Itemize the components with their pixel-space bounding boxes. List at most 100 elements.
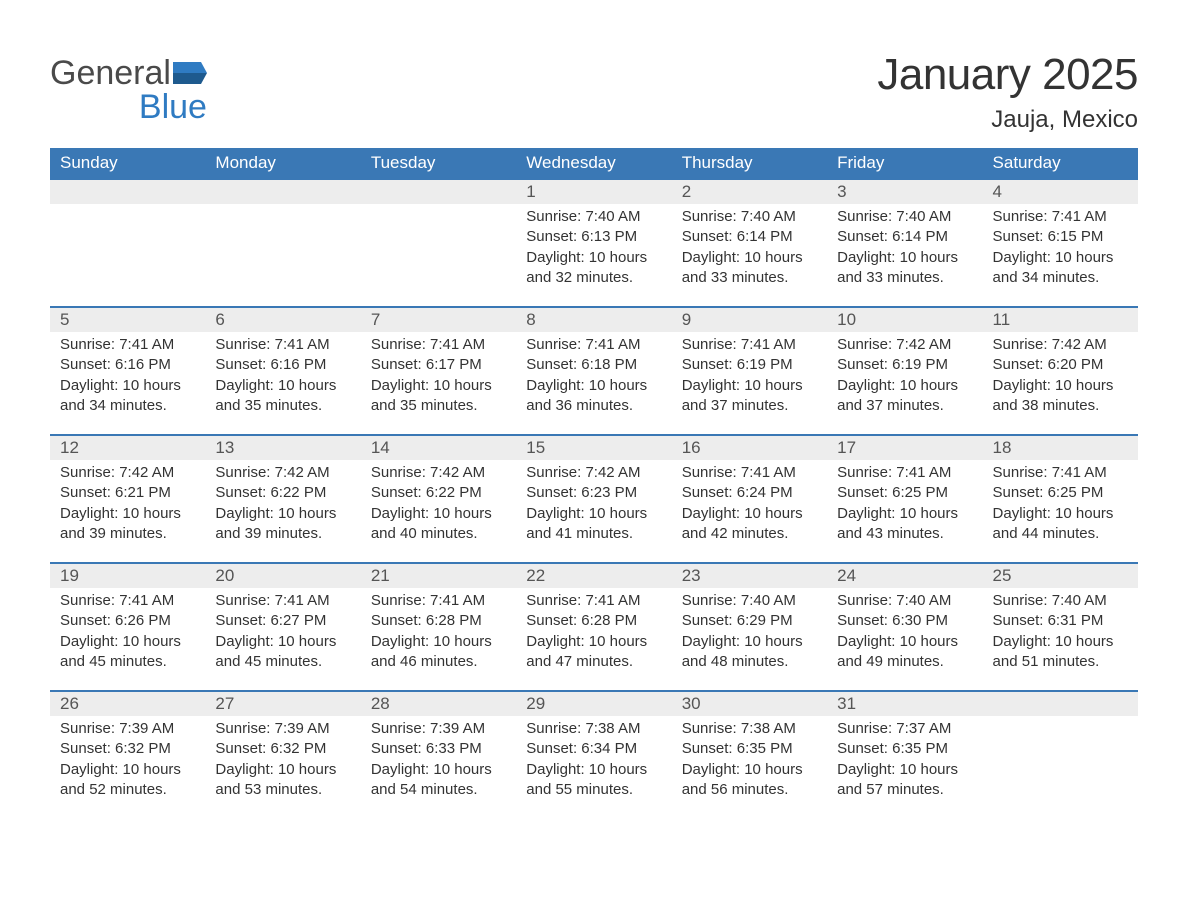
day-details: Sunrise: 7:40 AMSunset: 6:14 PMDaylight:… (827, 204, 982, 298)
daylight-line: Daylight: 10 hours and 43 minutes. (837, 504, 972, 545)
day-number: 28 (361, 690, 516, 716)
day-details: Sunrise: 7:41 AMSunset: 6:28 PMDaylight:… (361, 588, 516, 682)
day-number: 3 (827, 178, 982, 204)
day-number: 25 (983, 562, 1138, 588)
day-details: Sunrise: 7:40 AMSunset: 6:30 PMDaylight:… (827, 588, 982, 682)
day-number: 23 (672, 562, 827, 588)
day-number: 12 (50, 434, 205, 460)
calendar-week-row: 1Sunrise: 7:40 AMSunset: 6:13 PMDaylight… (50, 178, 1138, 306)
daylight-line: Daylight: 10 hours and 42 minutes. (682, 504, 817, 545)
day-details: Sunrise: 7:41 AMSunset: 6:28 PMDaylight:… (516, 588, 671, 682)
day-number: 7 (361, 306, 516, 332)
day-number: 14 (361, 434, 516, 460)
sunset-line: Sunset: 6:30 PM (837, 611, 972, 631)
sunrise-line: Sunrise: 7:42 AM (526, 463, 661, 483)
daylight-line: Daylight: 10 hours and 45 minutes. (215, 632, 350, 673)
day-number: 13 (205, 434, 360, 460)
day-details: Sunrise: 7:41 AMSunset: 6:25 PMDaylight:… (983, 460, 1138, 554)
calendar-cell: 26Sunrise: 7:39 AMSunset: 6:32 PMDayligh… (50, 690, 205, 818)
daylight-line: Daylight: 10 hours and 35 minutes. (371, 376, 506, 417)
sunset-line: Sunset: 6:25 PM (837, 483, 972, 503)
calendar-cell: 23Sunrise: 7:40 AMSunset: 6:29 PMDayligh… (672, 562, 827, 690)
day-details: Sunrise: 7:37 AMSunset: 6:35 PMDaylight:… (827, 716, 982, 810)
sunrise-line: Sunrise: 7:41 AM (215, 335, 350, 355)
calendar-cell (361, 178, 516, 306)
calendar-cell: 8Sunrise: 7:41 AMSunset: 6:18 PMDaylight… (516, 306, 671, 434)
calendar-cell: 15Sunrise: 7:42 AMSunset: 6:23 PMDayligh… (516, 434, 671, 562)
day-number: 9 (672, 306, 827, 332)
sunset-line: Sunset: 6:15 PM (993, 227, 1128, 247)
weekday-header: Saturday (983, 148, 1138, 178)
daylight-line: Daylight: 10 hours and 41 minutes. (526, 504, 661, 545)
calendar-cell (983, 690, 1138, 818)
calendar-body: 1Sunrise: 7:40 AMSunset: 6:13 PMDaylight… (50, 178, 1138, 818)
day-number: 22 (516, 562, 671, 588)
calendar-cell: 5Sunrise: 7:41 AMSunset: 6:16 PMDaylight… (50, 306, 205, 434)
calendar-cell: 19Sunrise: 7:41 AMSunset: 6:26 PMDayligh… (50, 562, 205, 690)
weekday-header: Tuesday (361, 148, 516, 178)
sunset-line: Sunset: 6:32 PM (215, 739, 350, 759)
sunset-line: Sunset: 6:31 PM (993, 611, 1128, 631)
sunrise-line: Sunrise: 7:41 AM (837, 463, 972, 483)
sunset-line: Sunset: 6:26 PM (60, 611, 195, 631)
sunrise-line: Sunrise: 7:41 AM (682, 463, 817, 483)
day-details: Sunrise: 7:40 AMSunset: 6:14 PMDaylight:… (672, 204, 827, 298)
day-details: Sunrise: 7:41 AMSunset: 6:18 PMDaylight:… (516, 332, 671, 426)
calendar-cell: 12Sunrise: 7:42 AMSunset: 6:21 PMDayligh… (50, 434, 205, 562)
logo-word-blue: Blue (50, 90, 207, 124)
calendar-cell: 11Sunrise: 7:42 AMSunset: 6:20 PMDayligh… (983, 306, 1138, 434)
daylight-line: Daylight: 10 hours and 55 minutes. (526, 760, 661, 801)
sunset-line: Sunset: 6:32 PM (60, 739, 195, 759)
sunset-line: Sunset: 6:29 PM (682, 611, 817, 631)
day-details: Sunrise: 7:42 AMSunset: 6:21 PMDaylight:… (50, 460, 205, 554)
sunset-line: Sunset: 6:34 PM (526, 739, 661, 759)
daylight-line: Daylight: 10 hours and 44 minutes. (993, 504, 1128, 545)
day-details: Sunrise: 7:40 AMSunset: 6:29 PMDaylight:… (672, 588, 827, 682)
calendar-cell: 7Sunrise: 7:41 AMSunset: 6:17 PMDaylight… (361, 306, 516, 434)
calendar-week-row: 12Sunrise: 7:42 AMSunset: 6:21 PMDayligh… (50, 434, 1138, 562)
sunrise-line: Sunrise: 7:38 AM (682, 719, 817, 739)
day-details: Sunrise: 7:38 AMSunset: 6:35 PMDaylight:… (672, 716, 827, 810)
calendar-cell: 10Sunrise: 7:42 AMSunset: 6:19 PMDayligh… (827, 306, 982, 434)
calendar-cell: 1Sunrise: 7:40 AMSunset: 6:13 PMDaylight… (516, 178, 671, 306)
daylight-line: Daylight: 10 hours and 37 minutes. (837, 376, 972, 417)
day-number: 17 (827, 434, 982, 460)
sunrise-line: Sunrise: 7:41 AM (60, 335, 195, 355)
sunrise-line: Sunrise: 7:40 AM (682, 591, 817, 611)
sunset-line: Sunset: 6:13 PM (526, 227, 661, 247)
sunrise-line: Sunrise: 7:40 AM (837, 207, 972, 227)
calendar-cell: 18Sunrise: 7:41 AMSunset: 6:25 PMDayligh… (983, 434, 1138, 562)
sunset-line: Sunset: 6:21 PM (60, 483, 195, 503)
calendar-cell: 22Sunrise: 7:41 AMSunset: 6:28 PMDayligh… (516, 562, 671, 690)
logo-word-general: General (50, 54, 171, 92)
daylight-line: Daylight: 10 hours and 40 minutes. (371, 504, 506, 545)
daylight-line: Daylight: 10 hours and 54 minutes. (371, 760, 506, 801)
day-details: Sunrise: 7:39 AMSunset: 6:32 PMDaylight:… (50, 716, 205, 810)
sunrise-line: Sunrise: 7:39 AM (60, 719, 195, 739)
title-block: January 2025 Jauja, Mexico (877, 50, 1138, 134)
day-details: Sunrise: 7:40 AMSunset: 6:31 PMDaylight:… (983, 588, 1138, 682)
sunrise-line: Sunrise: 7:41 AM (682, 335, 817, 355)
day-details: Sunrise: 7:41 AMSunset: 6:24 PMDaylight:… (672, 460, 827, 554)
daylight-line: Daylight: 10 hours and 47 minutes. (526, 632, 661, 673)
sunset-line: Sunset: 6:35 PM (682, 739, 817, 759)
daylight-line: Daylight: 10 hours and 39 minutes. (215, 504, 350, 545)
weekday-header: Friday (827, 148, 982, 178)
day-number: 31 (827, 690, 982, 716)
sunrise-line: Sunrise: 7:41 AM (371, 591, 506, 611)
daylight-line: Daylight: 10 hours and 48 minutes. (682, 632, 817, 673)
weekday-header: Monday (205, 148, 360, 178)
daynum-bar-empty (50, 178, 205, 204)
sunset-line: Sunset: 6:24 PM (682, 483, 817, 503)
daylight-line: Daylight: 10 hours and 32 minutes. (526, 248, 661, 289)
sunrise-line: Sunrise: 7:39 AM (215, 719, 350, 739)
day-details: Sunrise: 7:39 AMSunset: 6:32 PMDaylight:… (205, 716, 360, 810)
sunset-line: Sunset: 6:19 PM (682, 355, 817, 375)
day-number: 24 (827, 562, 982, 588)
sunset-line: Sunset: 6:28 PM (371, 611, 506, 631)
daynum-bar-empty (205, 178, 360, 204)
calendar-cell: 29Sunrise: 7:38 AMSunset: 6:34 PMDayligh… (516, 690, 671, 818)
sunset-line: Sunset: 6:22 PM (215, 483, 350, 503)
weekday-header: Sunday (50, 148, 205, 178)
day-number: 26 (50, 690, 205, 716)
